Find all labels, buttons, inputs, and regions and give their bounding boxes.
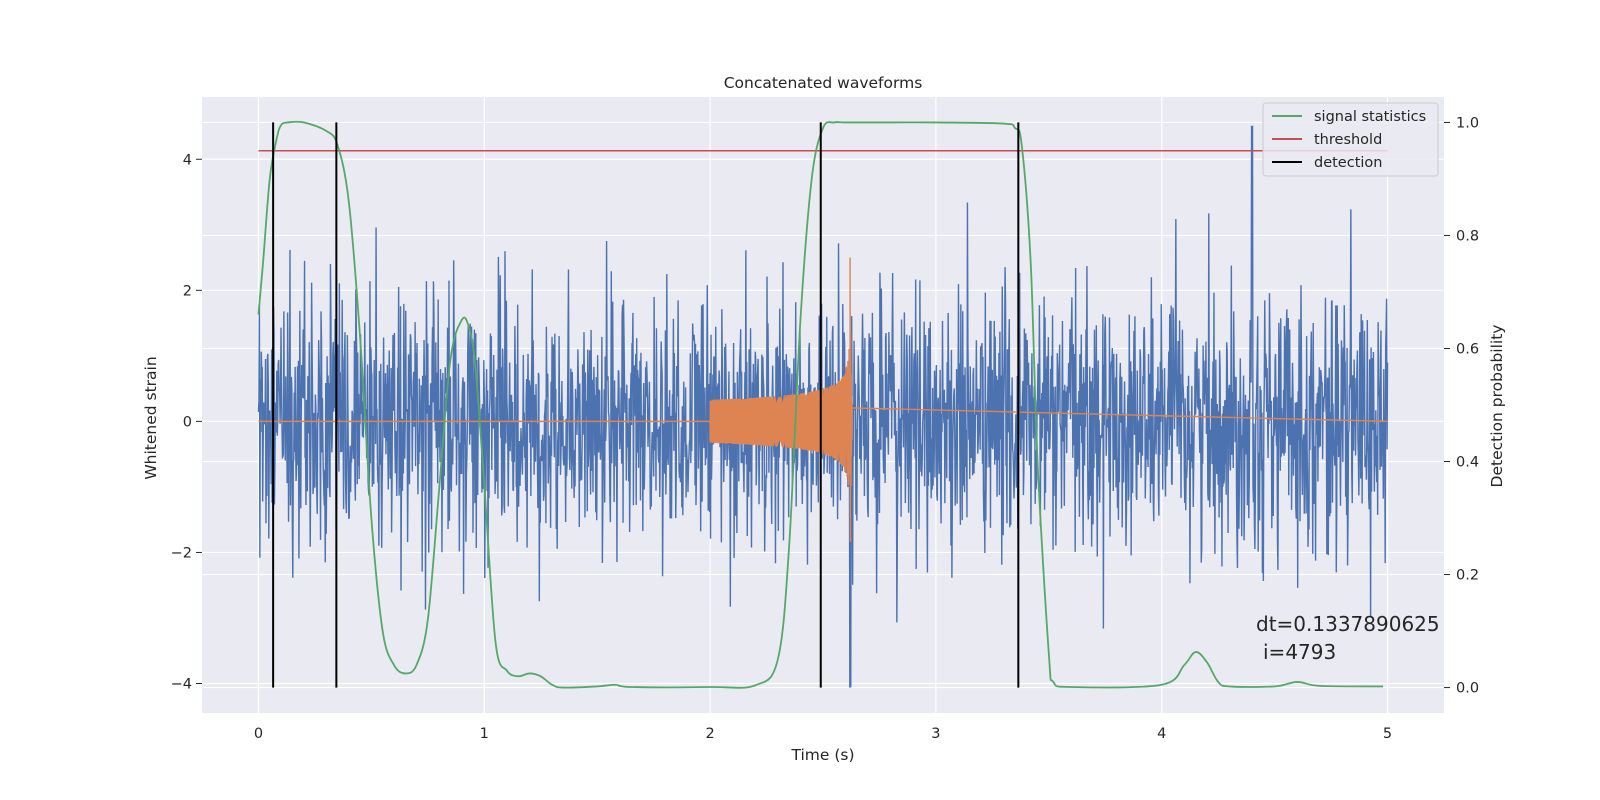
y-axis-label: Whitened strain	[142, 356, 160, 479]
chart-title: Concatenated waveforms	[724, 74, 923, 92]
signal-statistics-line	[257, 120, 1384, 689]
x-tick-label: 5	[1383, 726, 1392, 742]
legend-box	[1262, 102, 1439, 177]
y2-tick-label: 0.2	[1456, 568, 1479, 584]
y2-tick-label: 1.0	[1456, 115, 1479, 131]
annotation-i: i=4793	[1263, 640, 1336, 664]
y2-tick-label: 0.6	[1456, 341, 1479, 357]
y-tick-label: 0	[183, 414, 192, 430]
y-tick-label: −2	[171, 545, 192, 561]
legend-label-detection: detection	[1314, 155, 1382, 171]
x-axis-label: Time (s)	[790, 746, 854, 764]
legend-label-threshold: threshold	[1314, 132, 1382, 148]
x-tick-label: 0	[254, 726, 263, 742]
y-ticks: −4 −2 0 2 4	[171, 152, 202, 693]
x-tick-label: 3	[931, 726, 940, 742]
x-tick-label: 2	[705, 726, 714, 742]
y2-tick-label: 0.0	[1456, 681, 1479, 697]
y-tick-label: 2	[183, 283, 192, 299]
y-tick-label: 4	[183, 152, 192, 168]
x-ticks: 0 1 2 3 4 5	[254, 726, 1392, 742]
legend-label-signal-statistics: signal statistics	[1314, 109, 1426, 125]
annotation-dt: dt=0.1337890625	[1256, 612, 1440, 636]
y2-ticks: 0.0 0.2 0.4 0.6 0.8 1.0	[1444, 115, 1479, 697]
y2-tick-label: 0.8	[1456, 228, 1479, 244]
y2-axis-label: Detection probability	[1488, 325, 1506, 488]
x-tick-label: 4	[1157, 726, 1166, 742]
template-chirp	[258, 257, 1388, 542]
y2-tick-label: 0.4	[1456, 455, 1479, 471]
y-tick-label: −4	[171, 677, 192, 693]
detection-lines	[272, 122, 1020, 688]
x-tick-label: 1	[480, 726, 489, 742]
legend: signal statistics threshold detection	[1262, 102, 1439, 177]
